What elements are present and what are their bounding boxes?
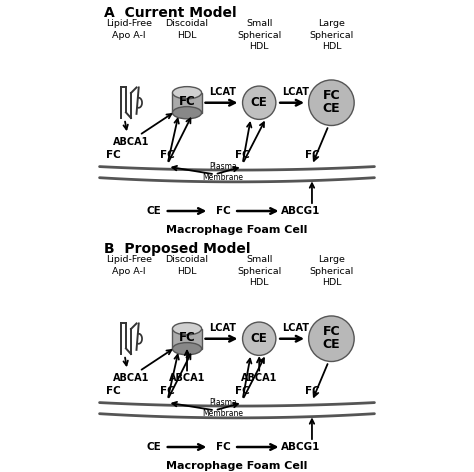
Text: Lipid-Free
Apo A-I: Lipid-Free Apo A-I: [106, 255, 152, 276]
Text: FC: FC: [216, 442, 230, 452]
Text: LCAT: LCAT: [210, 87, 237, 97]
Bar: [173, 329, 201, 349]
Bar: [173, 93, 201, 113]
Text: FC: FC: [323, 89, 340, 102]
Text: LCAT: LCAT: [282, 87, 309, 97]
Text: Macrophage Foam Cell: Macrophage Foam Cell: [166, 462, 308, 472]
Circle shape: [243, 322, 276, 355]
Text: Small
Spherical
HDL: Small Spherical HDL: [237, 255, 282, 287]
Circle shape: [309, 316, 354, 362]
Text: LCAT: LCAT: [210, 323, 237, 333]
Text: Small
Spherical
HDL: Small Spherical HDL: [237, 19, 282, 51]
Text: Large
Spherical
HDL: Large Spherical HDL: [309, 255, 354, 287]
Text: LCAT: LCAT: [282, 323, 309, 333]
Text: Lipid-Free
Apo A-I: Lipid-Free Apo A-I: [106, 19, 152, 40]
Text: FC: FC: [106, 151, 121, 160]
Text: CE: CE: [146, 206, 161, 216]
Text: CE: CE: [323, 338, 340, 351]
Text: FC: FC: [160, 387, 175, 396]
Text: ABCA1: ABCA1: [113, 373, 150, 383]
Ellipse shape: [173, 87, 201, 99]
Text: ABCA1: ABCA1: [169, 373, 205, 383]
Text: FC: FC: [106, 387, 121, 396]
Text: CE: CE: [146, 442, 161, 452]
Text: FC: FC: [323, 325, 340, 338]
Text: Macrophage Foam Cell: Macrophage Foam Cell: [166, 226, 308, 236]
Ellipse shape: [173, 343, 201, 355]
Ellipse shape: [173, 107, 201, 119]
Text: ABCA1: ABCA1: [113, 137, 150, 147]
Text: CE: CE: [323, 102, 340, 115]
Text: ABCA1: ABCA1: [241, 373, 277, 383]
Text: Plasma
Membrane: Plasma Membrane: [202, 398, 244, 418]
Text: CE: CE: [251, 332, 268, 345]
Text: FC: FC: [216, 206, 230, 216]
Text: FC: FC: [160, 151, 175, 160]
Text: FC: FC: [305, 151, 319, 160]
Text: B  Proposed Model: B Proposed Model: [104, 242, 250, 255]
Text: ABCG1: ABCG1: [281, 206, 320, 216]
Circle shape: [243, 86, 276, 119]
Text: FC: FC: [305, 387, 319, 396]
Text: ABCG1: ABCG1: [281, 442, 320, 452]
Text: CE: CE: [251, 96, 268, 109]
Ellipse shape: [173, 323, 201, 335]
Text: Plasma
Membrane: Plasma Membrane: [202, 162, 244, 182]
Text: FC: FC: [235, 387, 250, 396]
Text: FC: FC: [235, 151, 250, 160]
Text: Large
Spherical
HDL: Large Spherical HDL: [309, 19, 354, 51]
Text: A  Current Model: A Current Model: [104, 6, 237, 19]
Text: Discoidal
HDL: Discoidal HDL: [165, 255, 209, 276]
Circle shape: [309, 80, 354, 126]
Text: FC: FC: [179, 95, 195, 108]
Text: FC: FC: [179, 331, 195, 344]
Text: Discoidal
HDL: Discoidal HDL: [165, 19, 209, 40]
